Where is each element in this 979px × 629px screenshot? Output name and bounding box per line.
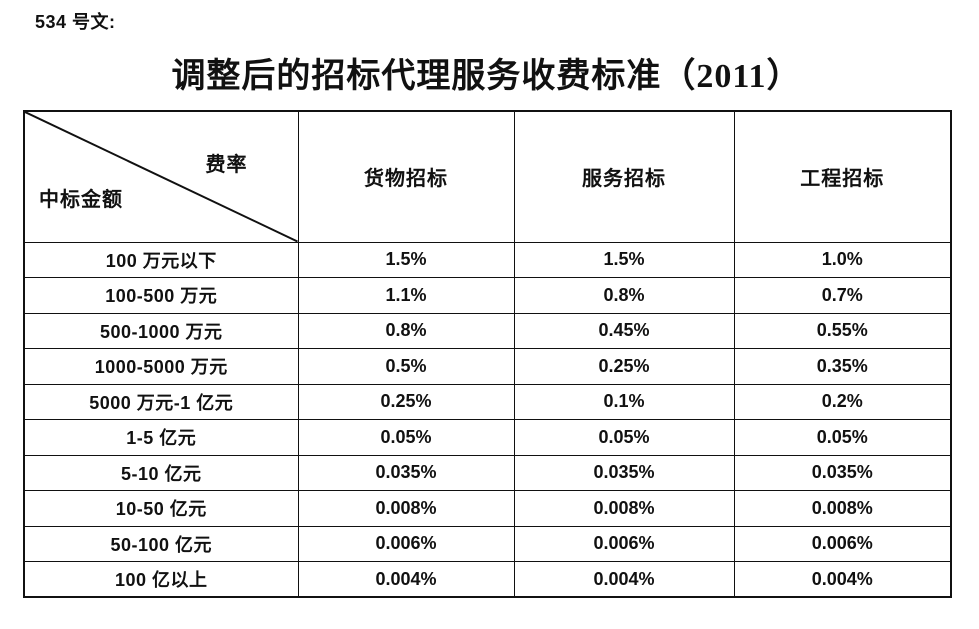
rate-cell: 0.006% [513,525,735,562]
rate-cell: 0.35% [733,348,952,385]
rate-cell: 1.1% [297,277,515,314]
corner-label-rate: 费率 [205,154,248,176]
rate-cell: 0.004% [513,561,735,598]
rate-cell: 0.008% [513,490,735,527]
amount-cell: 500-1000 万元 [23,312,299,349]
corner-label-amount: 中标金额 [39,189,123,211]
amount-cell: 100 亿以上 [23,561,299,598]
table-row: 1000-5000 万元 0.5% 0.25% 0.35% [23,348,952,385]
table-row: 5-10 亿元 0.035% 0.035% 0.035% [23,454,952,491]
rate-cell: 0.55% [733,312,952,349]
column-header-services: 服务招标 [513,110,735,243]
table-row: 10-50 亿元 0.008% 0.008% 0.008% [23,490,952,527]
rate-cell: 0.5% [297,348,515,385]
rate-cell: 0.004% [733,561,952,598]
table-row: 100-500 万元 1.1% 0.8% 0.7% [23,277,952,314]
page-title: 调整后的招标代理服务收费标准（2011） [171,58,802,95]
rate-cell: 0.008% [297,490,515,527]
rate-cell: 0.2% [733,383,952,420]
amount-cell: 1000-5000 万元 [23,348,299,385]
table-row: 100 亿以上 0.004% 0.004% 0.004% [23,561,952,598]
rate-cell: 0.7% [733,277,952,314]
header-row: 费率 中标金额 货物招标 服务招标 工程招标 [23,110,952,243]
rate-cell: 0.25% [297,383,515,420]
rate-cell: 0.035% [297,454,515,491]
amount-cell: 10-50 亿元 [23,490,299,527]
rate-cell: 0.45% [513,312,735,349]
fee-rate-table: 费率 中标金额 货物招标 服务招标 工程招标 100 万元以下 1.5% 1.5… [23,110,952,598]
rate-cell: 0.1% [513,383,735,420]
rate-cell: 1.0% [733,241,952,278]
rate-cell: 0.008% [733,490,952,527]
amount-cell: 50-100 亿元 [23,525,299,562]
rate-cell: 0.035% [513,454,735,491]
amount-cell: 5-10 亿元 [23,454,299,491]
table-row: 50-100 亿元 0.006% 0.006% 0.006% [23,525,952,562]
amount-cell: 5000 万元-1 亿元 [23,383,299,420]
rate-cell: 0.006% [297,525,515,562]
rate-cell: 0.05% [513,419,735,456]
rate-cell: 0.8% [513,277,735,314]
rate-cell: 0.05% [297,419,515,456]
table-row: 500-1000 万元 0.8% 0.45% 0.55% [23,312,952,349]
table-row: 5000 万元-1 亿元 0.25% 0.1% 0.2% [23,383,952,420]
amount-cell: 1-5 亿元 [23,419,299,456]
table-row: 1-5 亿元 0.05% 0.05% 0.05% [23,419,952,456]
rate-cell: 0.035% [733,454,952,491]
column-header-goods: 货物招标 [297,110,515,243]
rate-cell: 1.5% [297,241,515,278]
diagonal-divider-line [25,112,297,241]
rate-cell: 0.006% [733,525,952,562]
table-corner-cell: 费率 中标金额 [23,110,299,243]
table-row: 100 万元以下 1.5% 1.5% 1.0% [23,241,952,278]
column-header-engineering: 工程招标 [733,110,952,243]
amount-cell: 100 万元以下 [23,241,299,278]
rate-cell: 0.8% [297,312,515,349]
rate-cell: 0.004% [297,561,515,598]
rate-cell: 0.05% [733,419,952,456]
rate-cell: 1.5% [513,241,735,278]
amount-cell: 100-500 万元 [23,277,299,314]
doc-number-label: 534 号文: [35,12,116,32]
rate-cell: 0.25% [513,348,735,385]
